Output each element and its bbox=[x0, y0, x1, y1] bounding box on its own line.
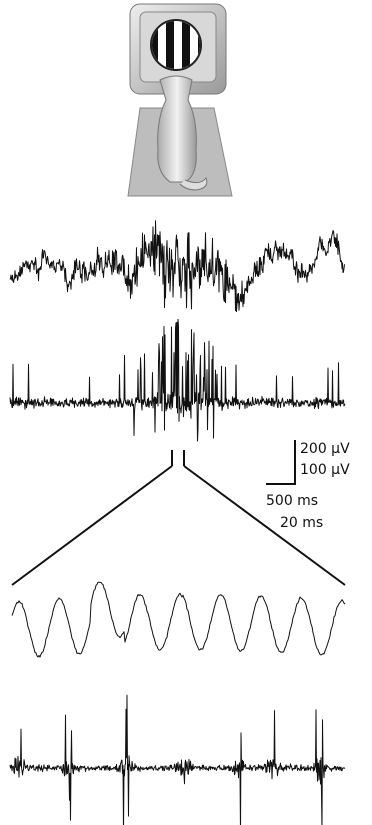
cat-illustration bbox=[127, 3, 233, 197]
scale-label: 500 ms bbox=[266, 493, 318, 509]
scale-label: 100 μV bbox=[300, 462, 350, 478]
zoomed-spike-trace bbox=[9, 694, 346, 825]
scale-bar: 200 μV 100 μV 500 ms 20 ms bbox=[266, 440, 350, 531]
spike-trace bbox=[9, 318, 346, 442]
zoomed-lfp-trace bbox=[11, 581, 346, 658]
scale-label: 200 μV bbox=[300, 441, 350, 457]
zoom-lines bbox=[11, 450, 346, 586]
scale-label: 20 ms bbox=[280, 515, 323, 531]
lfp-trace bbox=[9, 220, 346, 313]
